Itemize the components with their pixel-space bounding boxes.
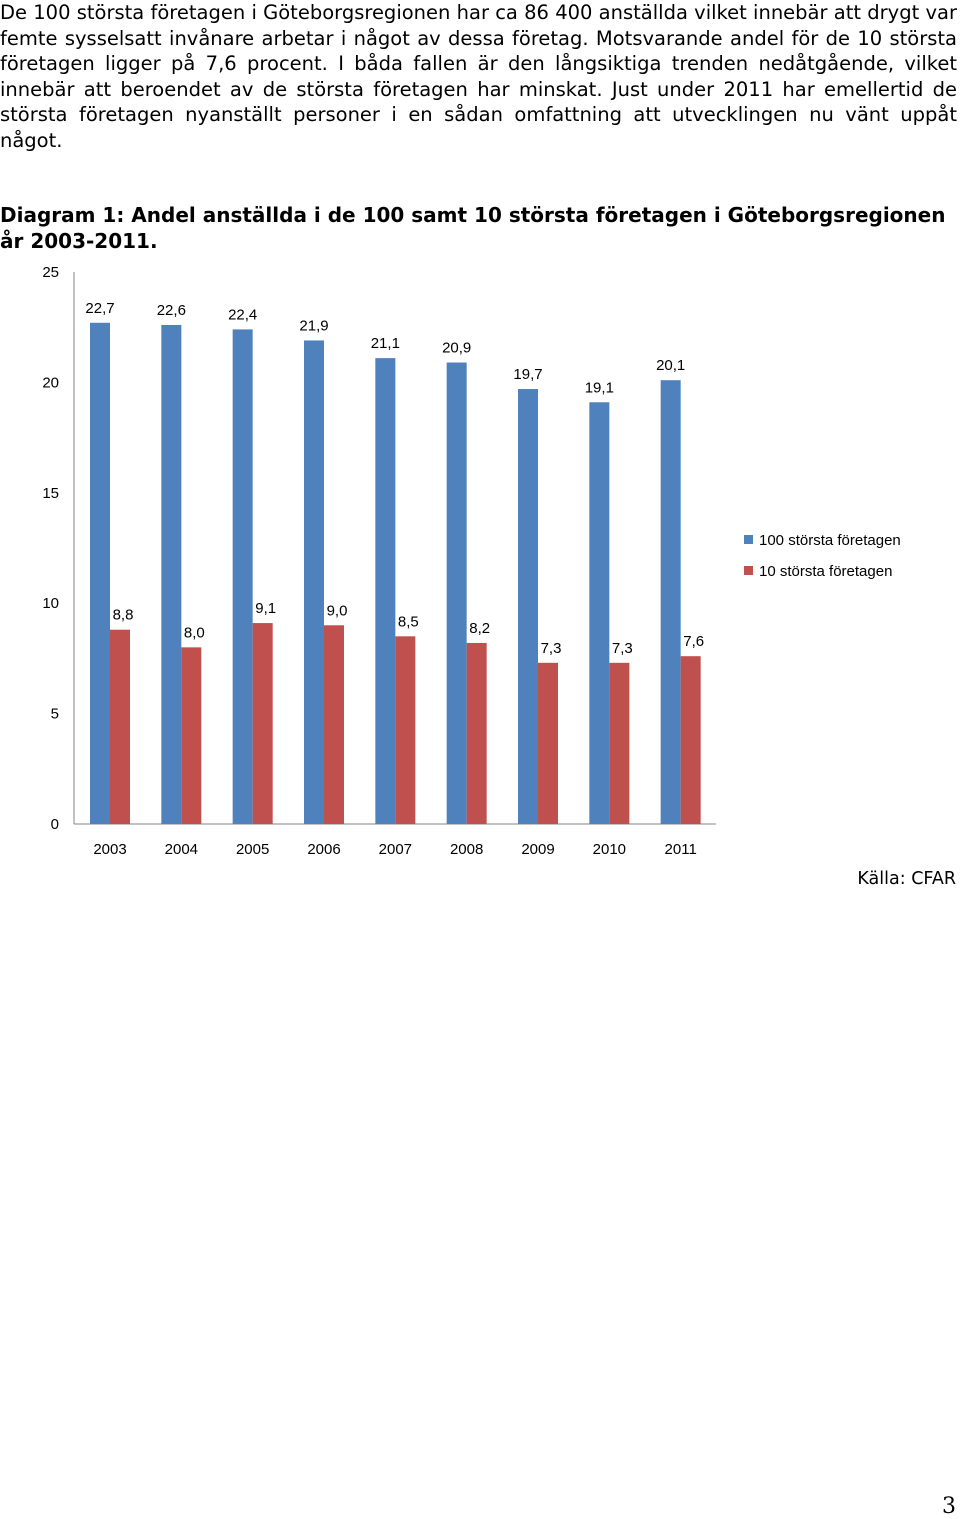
legend-label: 10 största företagen	[759, 563, 892, 580]
y-tick-label: 0	[51, 816, 59, 833]
bar	[252, 623, 273, 824]
y-tick-label: 10	[42, 595, 59, 612]
bar	[181, 647, 202, 824]
x-tick-label: 2009	[521, 841, 554, 858]
source-note: Källa: CFAR	[857, 869, 956, 889]
x-tick-label: 2005	[236, 841, 269, 858]
x-tick-label: 2010	[593, 841, 626, 858]
bar	[589, 402, 610, 824]
bar	[395, 636, 416, 824]
bar	[161, 324, 182, 824]
data-label: 7,6	[683, 633, 704, 650]
y-tick-label: 5	[51, 706, 59, 723]
diagram-caption: Diagram 1: Andel anställda i de 100 samt…	[0, 203, 946, 253]
page-number: 3	[942, 1494, 956, 1519]
data-label: 22,6	[157, 302, 186, 319]
bar	[375, 358, 396, 824]
bar	[304, 340, 324, 824]
legend-swatch	[744, 535, 753, 544]
data-label: 7,3	[612, 640, 633, 657]
x-tick-label: 2006	[307, 841, 340, 858]
x-tick-label: 2003	[93, 841, 126, 858]
bar	[680, 656, 701, 824]
y-tick-label: 25	[42, 264, 59, 281]
data-label: 22,4	[228, 306, 257, 323]
x-tick-label: 2007	[379, 841, 412, 858]
y-tick-label: 15	[42, 485, 59, 502]
data-label: 8,5	[398, 613, 419, 630]
bar	[609, 662, 630, 824]
x-tick-label: 2011	[665, 841, 697, 858]
data-label: 21,1	[371, 335, 400, 352]
data-label: 20,1	[656, 357, 685, 374]
data-label: 9,0	[327, 602, 348, 619]
data-label: 19,7	[513, 366, 542, 383]
x-tick-label: 2004	[165, 841, 198, 858]
legend-label: 100 största företagen	[759, 532, 901, 549]
body-paragraph: De 100 största företagen i Göteborgsregi…	[0, 1, 957, 152]
bar	[538, 662, 558, 824]
bar	[110, 629, 130, 824]
bar	[466, 642, 487, 824]
x-tick-label: 2008	[450, 841, 483, 858]
bar	[660, 380, 681, 824]
bar	[446, 362, 467, 824]
data-label: 9,1	[255, 600, 276, 617]
bar	[518, 389, 538, 824]
y-tick-label: 20	[42, 374, 59, 391]
data-label: 8,0	[184, 624, 205, 641]
bar-chart: 0 5 10 15 20 25 22,7 8,8 2003 22,6 8,0 2004 22,4 9,1 2…	[42, 264, 901, 858]
bar	[90, 322, 110, 824]
data-label: 22,7	[85, 300, 114, 317]
data-label: 7,3	[541, 640, 562, 657]
data-label: 8,8	[113, 607, 134, 624]
data-label: 19,1	[585, 379, 614, 396]
data-label: 20,9	[442, 340, 471, 357]
data-label: 21,9	[299, 317, 328, 334]
legend-swatch	[744, 566, 753, 575]
bar	[324, 625, 344, 824]
data-label: 8,2	[469, 620, 490, 637]
bar	[232, 329, 253, 824]
